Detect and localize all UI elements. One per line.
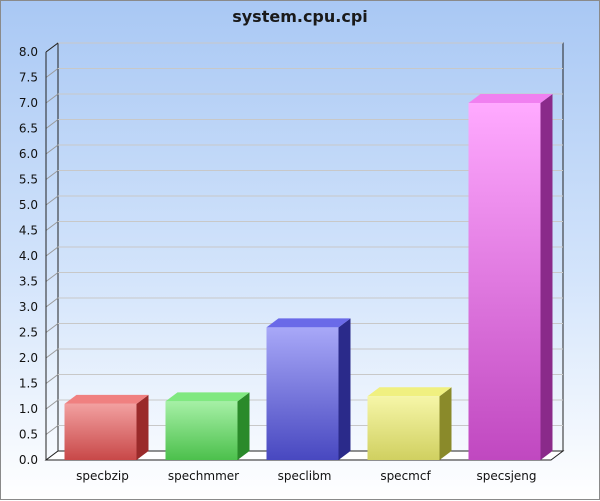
gridline-depth [45,399,59,410]
x-tick-label: specmcf [380,469,431,483]
y-tick-label: 6.5 [19,122,38,136]
y-tick-label: 4.5 [19,224,38,238]
bars-layer [64,94,553,460]
y-tick-label: 6.0 [19,147,38,161]
bar-top-speclibm [266,318,351,328]
bar-top-specbzip [64,394,149,404]
gridline-depth [45,348,59,359]
y-tick-label: 1.0 [19,402,38,416]
y-tick-label: 0.0 [19,453,38,467]
y-tick-label: 1.5 [19,377,38,391]
y-tick-label: 8.0 [19,45,38,59]
y-tick-label: 5.0 [19,198,38,212]
x-tick-label: specbzip [76,469,129,483]
x-tick-label: speclibm [278,469,332,483]
bar-side-spechmmer [237,392,250,460]
bar-top-specsjeng [468,94,553,103]
bar-front-spechmmer [165,401,238,460]
bar-front-speclibm [266,327,339,460]
y-tick-label: 0.5 [19,428,38,442]
bar-specbzip [64,394,149,460]
chart-title: system.cpu.cpi [232,7,368,26]
gridline-depth [45,170,59,180]
gridline-depth [45,221,59,231]
gridline-depth [45,323,59,333]
y-tick-label: 3.0 [19,300,38,314]
labels-layer: 0.0 0.5 1.0 1.5 2.0 2.5 3.0 3.5 4.0 4.5 5.0 5.5 6.0 6… [19,45,537,483]
gridline-depth [45,195,59,206]
bar-side-specsjeng [540,94,553,460]
bar-speclibm [266,318,351,460]
bar-front-specbzip [64,403,137,460]
y-axis-top-depth [45,42,59,53]
gridline-depth [45,68,59,78]
gridline-depth [45,93,59,104]
bar-top-spechmmer [165,392,250,402]
gridline-depth [45,119,59,129]
y-tick-label: 2.5 [19,326,38,340]
bar-spechmmer [165,392,250,460]
bar-specsjeng [468,94,553,460]
gridline-depth [45,246,59,257]
gridline-depth [45,144,59,155]
y-tick-label: 4.0 [19,249,38,263]
gridline-depth [45,374,59,384]
gridline-depth [45,425,59,435]
bar-side-specbzip [136,394,149,460]
y-tick-label: 5.5 [19,173,38,187]
y-tick-label: 2.0 [19,351,38,365]
bar-side-speclibm [338,318,351,460]
y-tick-label: 3.5 [19,275,38,289]
y-tick-label: 7.0 [19,96,38,110]
bar-front-specsjeng [468,103,541,460]
bar-front-specmcf [367,396,440,460]
y-tick-label: 7.5 [19,71,38,85]
bar-side-specmcf [439,387,452,460]
x-tick-label: specsjeng [476,469,536,483]
gridline-depth [45,297,59,308]
x-tick-label: spechmmer [168,469,239,483]
bar-specmcf [367,387,452,460]
bar-top-specmcf [367,387,452,397]
gridline-depth [45,272,59,282]
